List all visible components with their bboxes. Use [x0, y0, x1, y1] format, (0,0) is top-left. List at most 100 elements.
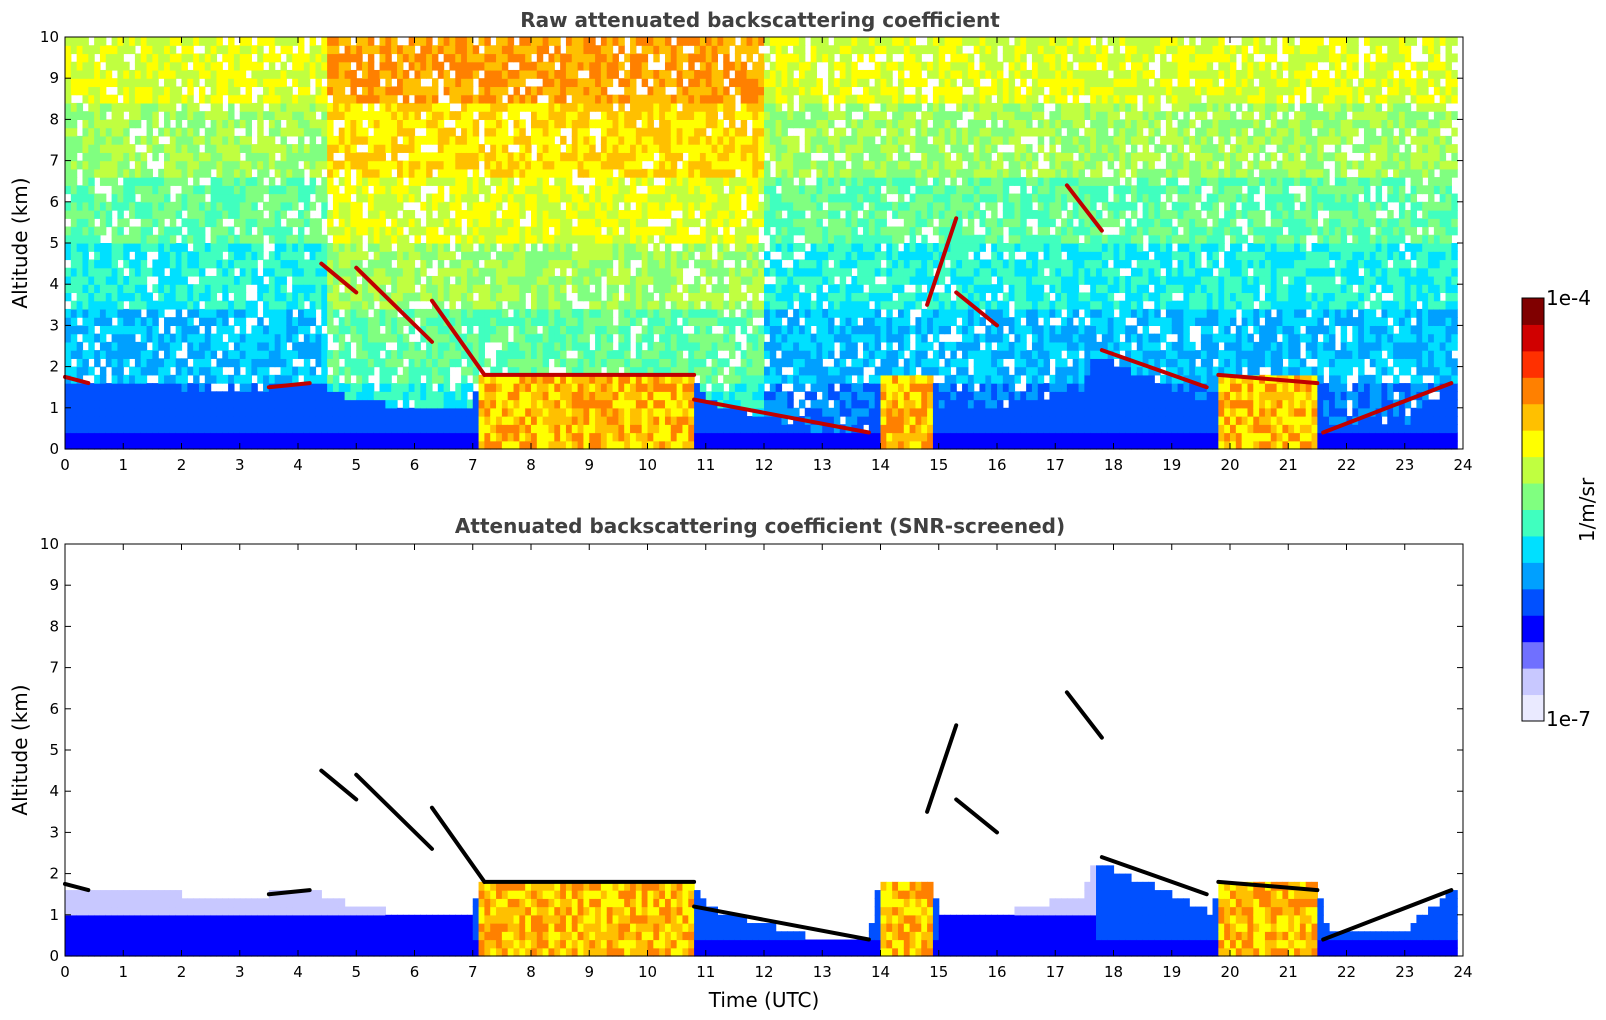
heatmap-cell	[443, 358, 451, 368]
heatmap-cell	[536, 119, 544, 129]
heatmap-cell	[536, 144, 544, 153]
heatmap-cell	[239, 210, 247, 219]
heatmap-cell	[222, 193, 229, 203]
heatmap-cell	[391, 358, 398, 368]
heatmap-cell	[507, 259, 515, 269]
heatmap-cell	[193, 391, 200, 401]
heatmap-cell	[699, 45, 707, 55]
heatmap-cell	[228, 416, 235, 425]
heatmap-cell	[571, 94, 579, 104]
heatmap-cell	[251, 267, 258, 277]
heatmap-cell	[344, 160, 352, 170]
heatmap-cell	[379, 69, 386, 79]
heatmap-cell	[408, 111, 416, 120]
heatmap-cell	[496, 350, 503, 359]
heatmap-cell	[624, 407, 631, 417]
heatmap-cell	[589, 366, 596, 376]
heatmap-cell	[490, 407, 497, 417]
heatmap-cell	[99, 275, 107, 285]
heatmap-cell	[204, 325, 212, 335]
heatmap-cell	[676, 144, 684, 153]
heatmap-cell	[455, 399, 462, 409]
heatmap-cell	[146, 144, 153, 153]
heatmap-cell	[437, 251, 445, 261]
heatmap-cell	[682, 300, 689, 310]
heatmap-cell	[94, 127, 101, 137]
heatmap-cell	[379, 160, 386, 170]
heatmap-cell	[519, 267, 526, 277]
heatmap-cell	[525, 333, 532, 343]
heatmap-cell	[222, 78, 229, 88]
heatmap-cell	[70, 325, 78, 335]
heatmap-cell	[292, 193, 299, 203]
heatmap-cell	[536, 358, 544, 368]
heatmap-cell	[536, 37, 544, 46]
heatmap-cell	[222, 424, 229, 434]
heatmap-cell	[682, 111, 689, 120]
heatmap-cell	[257, 432, 264, 442]
heatmap-cell	[682, 37, 689, 46]
heatmap-cell	[670, 432, 678, 442]
heatmap-cell	[263, 333, 270, 343]
heatmap-cell	[490, 267, 497, 277]
heatmap-cell	[519, 94, 526, 104]
heatmap-cell	[565, 234, 573, 244]
heatmap-cell	[175, 391, 183, 401]
heatmap-cell	[705, 78, 713, 88]
heatmap-cell	[531, 341, 538, 351]
heatmap-cell	[624, 111, 631, 120]
heatmap-cell	[536, 152, 544, 162]
heatmap-cell	[630, 144, 637, 153]
heatmap-cell	[478, 86, 485, 96]
heatmap-cell	[536, 201, 544, 211]
heatmap-cell	[577, 210, 585, 219]
heatmap-cell	[600, 78, 608, 88]
heatmap-cell	[501, 37, 509, 46]
heatmap-cell	[274, 358, 282, 368]
heatmap-cell	[420, 251, 427, 261]
heatmap-cell	[391, 210, 398, 219]
heatmap-cell	[292, 69, 299, 79]
heatmap-cell	[385, 234, 392, 244]
heatmap-cell	[694, 127, 701, 137]
heatmap-cell	[583, 45, 590, 55]
heatmap-cell	[705, 300, 713, 310]
heatmap-cell	[344, 218, 352, 228]
heatmap-cell	[437, 69, 445, 79]
heatmap-cell	[664, 53, 672, 63]
heatmap-cell	[688, 432, 695, 442]
heatmap-cell	[641, 193, 649, 203]
heatmap-cell	[303, 218, 311, 228]
heatmap-cell	[397, 243, 404, 252]
heatmap-cell	[699, 102, 707, 112]
heatmap-cell	[606, 61, 614, 71]
heatmap-cell	[222, 243, 229, 252]
heatmap-cell	[332, 135, 340, 145]
heatmap-cell	[286, 160, 293, 170]
heatmap-cell	[123, 135, 130, 145]
heatmap-cell	[443, 424, 451, 434]
heatmap-cell	[140, 366, 148, 376]
heatmap-cell	[548, 374, 555, 384]
heatmap-cell	[531, 226, 538, 236]
heatmap-cell	[688, 61, 695, 71]
heatmap-cell	[164, 226, 171, 236]
heatmap-cell	[507, 341, 515, 351]
heatmap-cell	[193, 193, 200, 203]
heatmap-cell	[694, 193, 701, 203]
heatmap-cell	[525, 45, 532, 55]
heatmap-cell	[560, 69, 567, 79]
heatmap-cell	[268, 144, 276, 153]
heatmap-cell	[321, 399, 328, 409]
heatmap-cell	[158, 358, 165, 368]
heatmap-cell	[513, 407, 520, 417]
heatmap-cell	[531, 284, 538, 294]
heatmap-cell	[490, 86, 497, 96]
heatmap-cell	[571, 383, 579, 392]
heatmap-cell	[519, 69, 526, 79]
heatmap-cell	[519, 234, 526, 244]
heatmap-cell	[455, 325, 462, 335]
heatmap-cell	[589, 259, 596, 269]
heatmap-cell	[624, 292, 631, 302]
heatmap-cell	[699, 292, 707, 302]
